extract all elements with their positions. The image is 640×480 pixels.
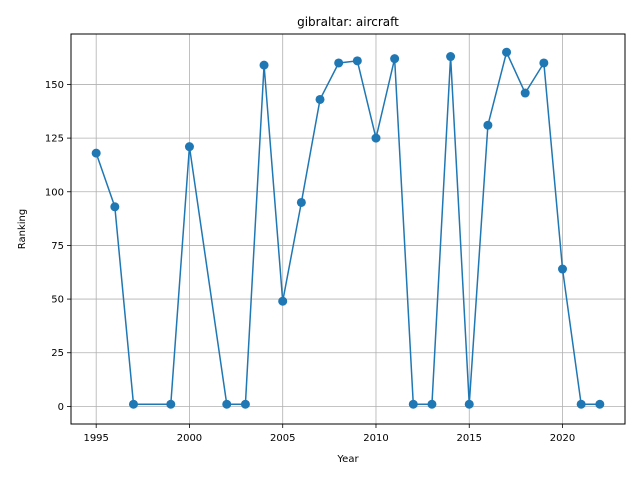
data-point [110, 202, 120, 212]
data-point [576, 399, 586, 409]
x-axis-label: Year [336, 454, 359, 465]
y-tick-label: 100 [45, 187, 64, 198]
data-point [259, 60, 269, 70]
data-point [408, 399, 418, 409]
y-tick-label: 150 [45, 80, 64, 91]
y-tick-label: 0 [58, 402, 64, 413]
x-axis: 1995 2000 2005 2010 2015 2020 [83, 424, 575, 444]
x-tick-label: 2020 [550, 433, 575, 444]
y-tick-label: 75 [51, 241, 64, 252]
series-line [95, 51, 600, 406]
y-tick-label: 50 [51, 295, 64, 306]
data-point [278, 296, 288, 306]
data-point [334, 58, 344, 68]
data-point [240, 399, 250, 409]
x-tick-label: 2005 [270, 433, 295, 444]
data-point [222, 399, 232, 409]
x-tick-label: 2010 [363, 433, 388, 444]
data-point [464, 399, 474, 409]
x-tick-label: 2015 [457, 433, 482, 444]
data-point [184, 142, 194, 152]
data-point [446, 52, 456, 62]
data-point [483, 120, 493, 130]
series-group [91, 47, 605, 409]
data-point [502, 47, 512, 57]
data-point [427, 399, 437, 409]
data-point [128, 399, 138, 409]
data-point [91, 148, 101, 158]
data-point [539, 58, 549, 68]
data-point [166, 399, 176, 409]
data-point [352, 56, 362, 66]
data-point [296, 197, 306, 207]
chart-title: gibraltar: aircraft [297, 15, 399, 29]
data-point [371, 133, 381, 143]
y-tick-label: 125 [45, 134, 64, 145]
y-tick-label: 25 [51, 348, 64, 359]
y-axis-label: Ranking [17, 209, 28, 249]
y-axis: 0 25 50 75 100 125 150 [45, 80, 71, 413]
data-point [558, 264, 568, 274]
grid [71, 34, 625, 424]
data-point [390, 54, 400, 64]
data-point [520, 88, 530, 98]
data-point [315, 94, 325, 104]
data-point [595, 399, 605, 409]
x-tick-label: 1995 [83, 433, 108, 444]
plot-frame [70, 33, 626, 425]
x-tick-label: 2000 [177, 433, 202, 444]
